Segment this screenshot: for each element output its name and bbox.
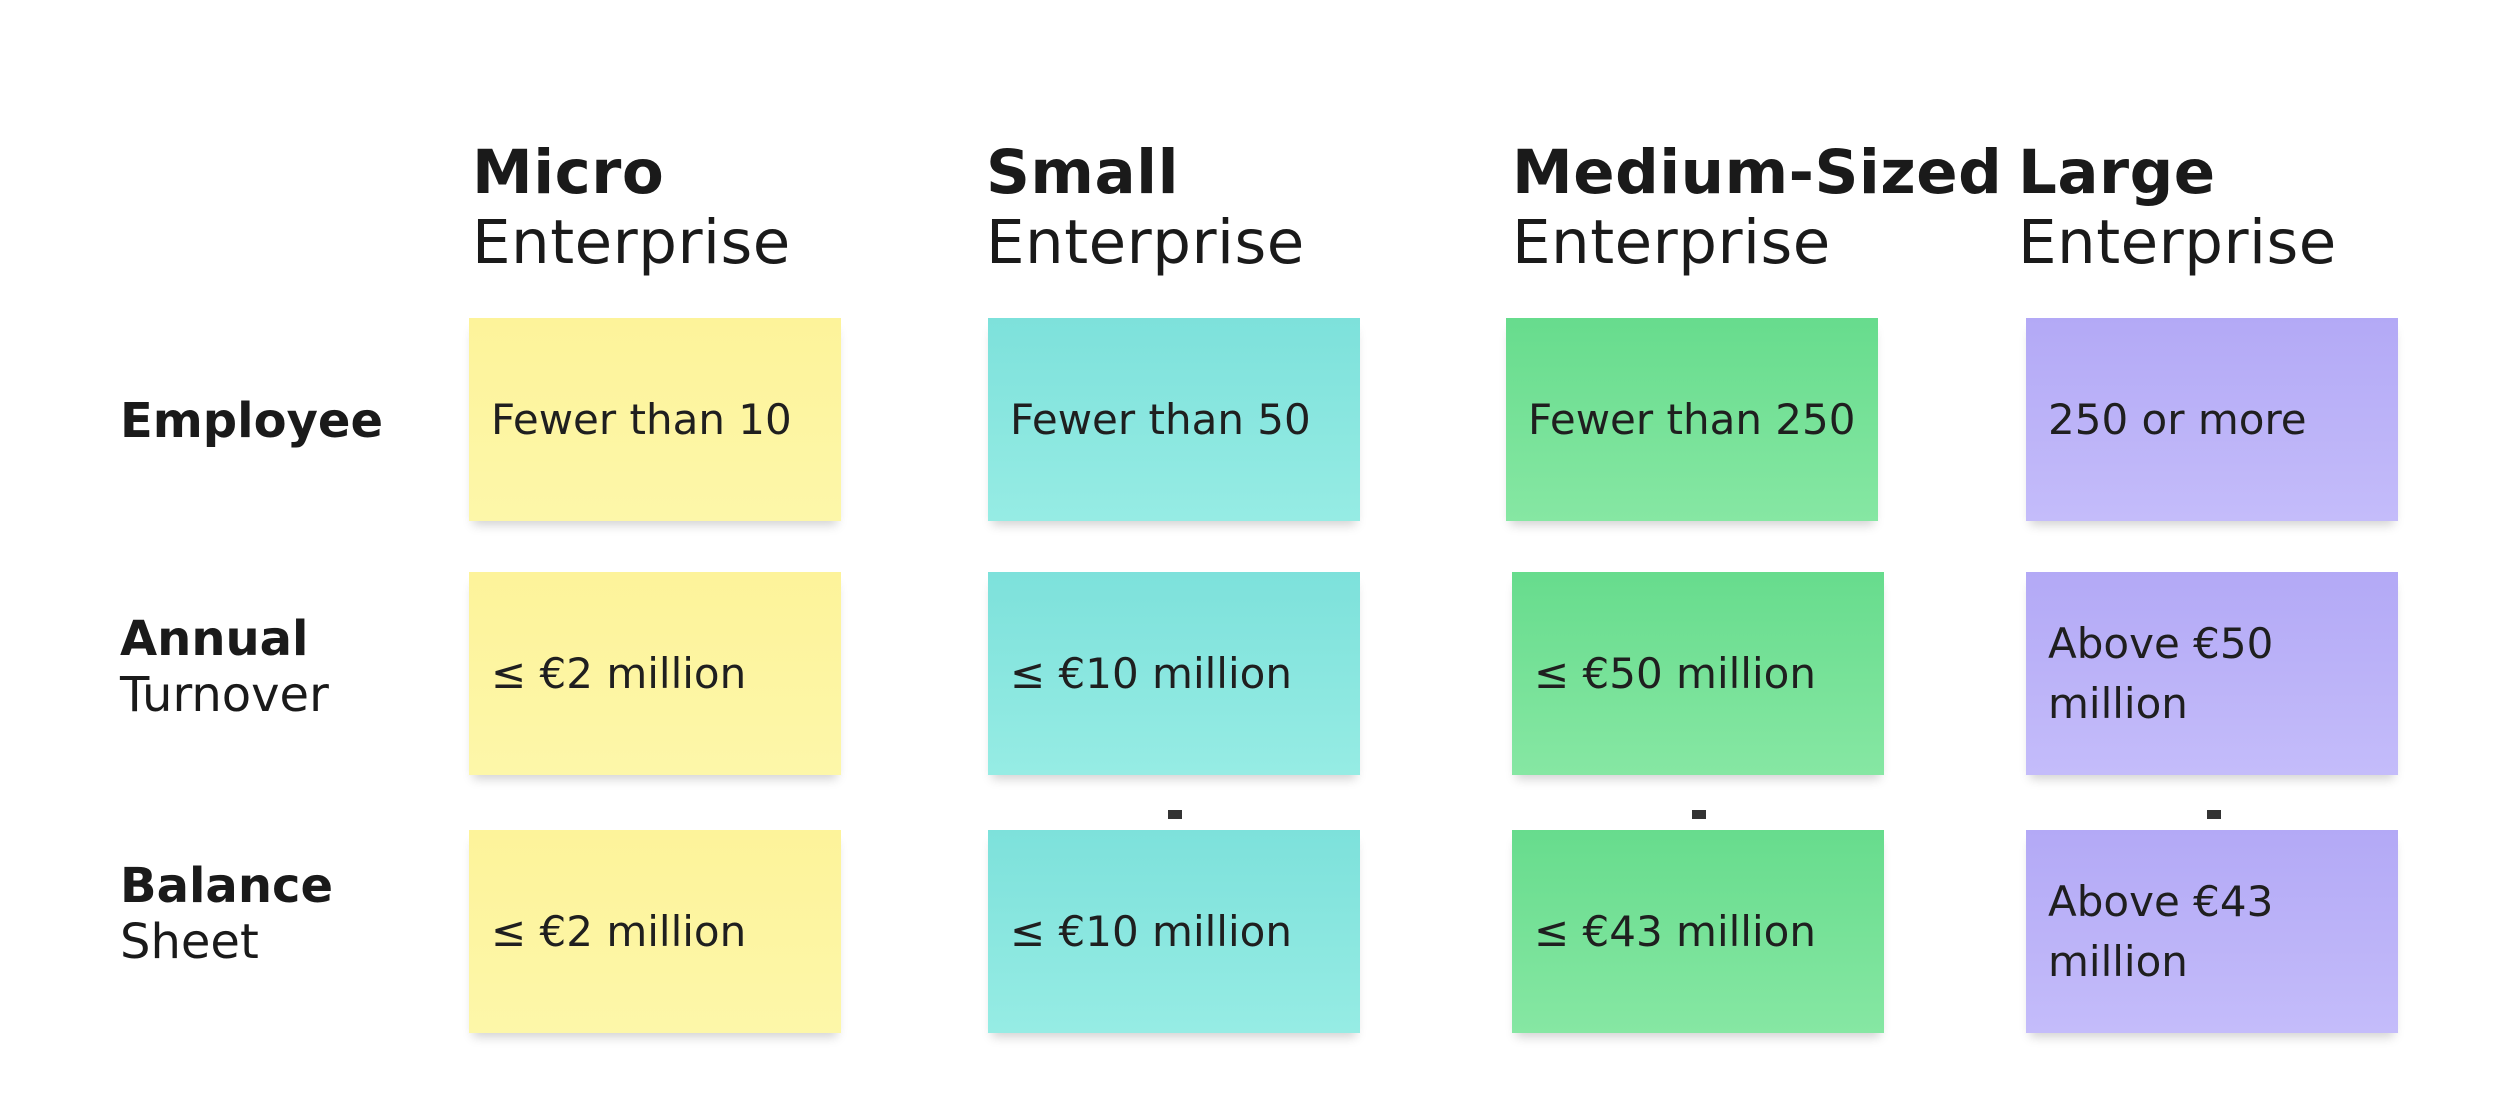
note-text: ≤ €2 million (491, 648, 747, 698)
sticky-note-medium-balance: ≤ €43 million (1512, 830, 1884, 1033)
row-header-subtitle: Turnover (120, 667, 329, 723)
separator-dash (1168, 810, 1182, 819)
note-text: ≤ €2 million (491, 906, 747, 956)
note-text: Above €43 million (2048, 876, 2274, 986)
sticky-note-large-turnover: Above €50 million (2026, 572, 2398, 775)
note-text: Fewer than 50 (1010, 394, 1311, 444)
column-header-subtitle: Enterprise (472, 207, 791, 278)
sticky-note-small-balance: ≤ €10 million (988, 830, 1360, 1033)
sticky-note-small-employee: Fewer than 50 (988, 318, 1360, 521)
row-header-title: Employee (120, 393, 383, 449)
separator-dash (2207, 810, 2221, 819)
sticky-note-large-balance: Above €43 million (2026, 830, 2398, 1033)
row-header-title: Annual (120, 611, 309, 667)
column-header-title: Medium-Sized (1512, 137, 2003, 208)
note-text: ≤ €10 million (1010, 906, 1292, 956)
row-header-annual-turnover: Annual Turnover (120, 611, 329, 723)
note-text: Above €50 million (2048, 618, 2274, 728)
sticky-note-medium-employee: Fewer than 250 (1506, 318, 1878, 521)
sticky-note-micro-balance: ≤ €2 million (469, 830, 841, 1033)
sticky-note-large-employee: 250 or more (2026, 318, 2398, 521)
row-header-employee: Employee (120, 393, 383, 449)
column-header-medium: Medium-Sized Enterprise (1512, 138, 2002, 278)
separator-dash (1692, 810, 1706, 819)
sticky-note-medium-turnover: ≤ €50 million (1512, 572, 1884, 775)
column-header-large: Large Enterprise (2018, 138, 2337, 278)
note-text: Fewer than 250 (1528, 394, 1856, 444)
column-header-title: Large (2018, 137, 2216, 208)
column-header-small: Small Enterprise (986, 138, 1305, 278)
note-text: ≤ €50 million (1534, 648, 1816, 698)
note-text: 250 or more (2048, 394, 2307, 444)
column-header-title: Micro (472, 137, 665, 208)
note-text: ≤ €43 million (1534, 906, 1816, 956)
row-header-balance-sheet: Balance Sheet (120, 858, 333, 970)
column-header-title: Small (986, 137, 1179, 208)
column-header-subtitle: Enterprise (2018, 207, 2337, 278)
sticky-note-micro-turnover: ≤ €2 million (469, 572, 841, 775)
note-text: Fewer than 10 (491, 394, 792, 444)
row-header-subtitle: Sheet (120, 914, 259, 970)
sticky-note-small-turnover: ≤ €10 million (988, 572, 1360, 775)
column-header-subtitle: Enterprise (1512, 207, 1831, 278)
sticky-note-micro-employee: Fewer than 10 (469, 318, 841, 521)
note-text: ≤ €10 million (1010, 648, 1292, 698)
column-header-micro: Micro Enterprise (472, 138, 791, 278)
row-header-title: Balance (120, 858, 333, 914)
column-header-subtitle: Enterprise (986, 207, 1305, 278)
